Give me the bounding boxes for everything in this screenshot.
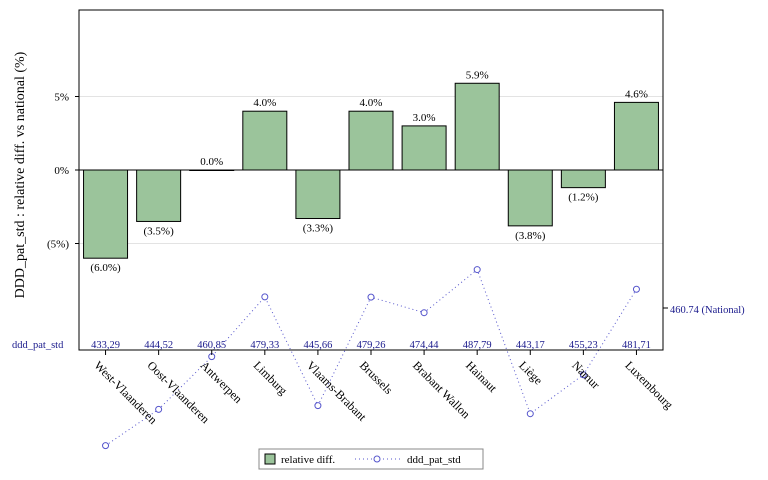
y-tick-label: (5%) xyxy=(47,239,69,251)
gridlines xyxy=(79,96,663,244)
bar-data-label: 3.0% xyxy=(413,112,436,124)
bar xyxy=(560,169,606,189)
bar-data-labels: (6.0%) (3.5%) 0.0% 4.0% (3.3%) 4.0% 3.0% 5.9% (3… xyxy=(90,69,647,274)
bar-series xyxy=(83,82,659,259)
ddd-point xyxy=(155,405,163,413)
category-label: Liège xyxy=(516,358,545,387)
bar-data-label: 4.0% xyxy=(253,97,276,109)
ddd-point xyxy=(261,293,269,301)
bar xyxy=(613,101,659,171)
ddd-point xyxy=(632,285,640,293)
ddd-point xyxy=(420,309,428,317)
bar xyxy=(136,169,182,222)
category-label: Namur xyxy=(569,358,602,391)
ddd-point xyxy=(526,410,534,418)
bar-data-label: 5.9% xyxy=(466,69,489,81)
legend-marker-ddd xyxy=(373,455,381,463)
ddd-value-label: 444,52 xyxy=(144,340,173,351)
ddd-line-series: 433,29 444,52 460,85 479,33 445,66 479,26 474,… xyxy=(91,266,668,450)
ddd-point xyxy=(367,293,375,301)
national-reference-label: 460.74 (National) xyxy=(670,305,745,316)
bar xyxy=(401,125,447,171)
ddd-value-label: 455,23 xyxy=(569,340,598,351)
category-label: Antwerpen xyxy=(198,358,246,406)
legend-swatch-relative-diff xyxy=(264,453,276,465)
ddd-value-label: 445,66 xyxy=(303,340,332,351)
y-tick-label: 5% xyxy=(54,92,69,104)
category-label: Brussels xyxy=(357,358,396,397)
bar xyxy=(295,169,341,220)
ddd-point xyxy=(473,266,481,274)
ddd-value-label: 474,44 xyxy=(410,340,440,351)
bar-data-label: (3.5%) xyxy=(144,225,175,237)
ddd-value-label: 433,29 xyxy=(91,340,120,351)
ddd-value-label: 481,71 xyxy=(622,340,651,351)
bar xyxy=(454,82,500,171)
legend-label-relative-diff: relative diff. xyxy=(281,454,335,466)
legend: relative diff. ddd_pat_std xyxy=(258,448,484,470)
ddd-value-label: 479,33 xyxy=(250,340,279,351)
y-tick-label: 0% xyxy=(54,165,69,177)
ddd-value-label: 443,17 xyxy=(516,340,545,351)
category-label: Limburg xyxy=(251,358,290,397)
bar-data-label: (3.8%) xyxy=(515,230,546,242)
legend-label-ddd: ddd_pat_std xyxy=(407,454,461,466)
ddd-value-label: 460,85 xyxy=(197,340,226,351)
category-label: Hainaut xyxy=(463,358,500,395)
bar xyxy=(507,169,553,227)
bar xyxy=(83,169,129,259)
category-label: Luxembourg xyxy=(622,358,676,412)
bar xyxy=(242,110,288,171)
ddd-row-label: ddd_pat_std xyxy=(12,340,64,351)
y-tick-labels: 5% 0% (5%) xyxy=(47,92,79,251)
ddd-value-label: 487,79 xyxy=(463,340,492,351)
bar-data-label: (3.3%) xyxy=(303,223,334,235)
bar-data-label: 0.0% xyxy=(200,156,223,168)
ddd-point xyxy=(314,402,322,410)
y-axis-label: DDD_pat_std : relative diff. vs national… xyxy=(13,51,28,298)
bar-data-label: 4.0% xyxy=(360,97,383,109)
ddd-point xyxy=(102,442,110,450)
bar xyxy=(348,110,394,171)
bar-data-label: 4.6% xyxy=(625,88,648,100)
bar-data-label: (6.0%) xyxy=(90,262,121,274)
ddd-value-label: 479,26 xyxy=(357,340,386,351)
ddd-point xyxy=(579,371,587,379)
bar-data-label: (1.2%) xyxy=(568,192,599,204)
